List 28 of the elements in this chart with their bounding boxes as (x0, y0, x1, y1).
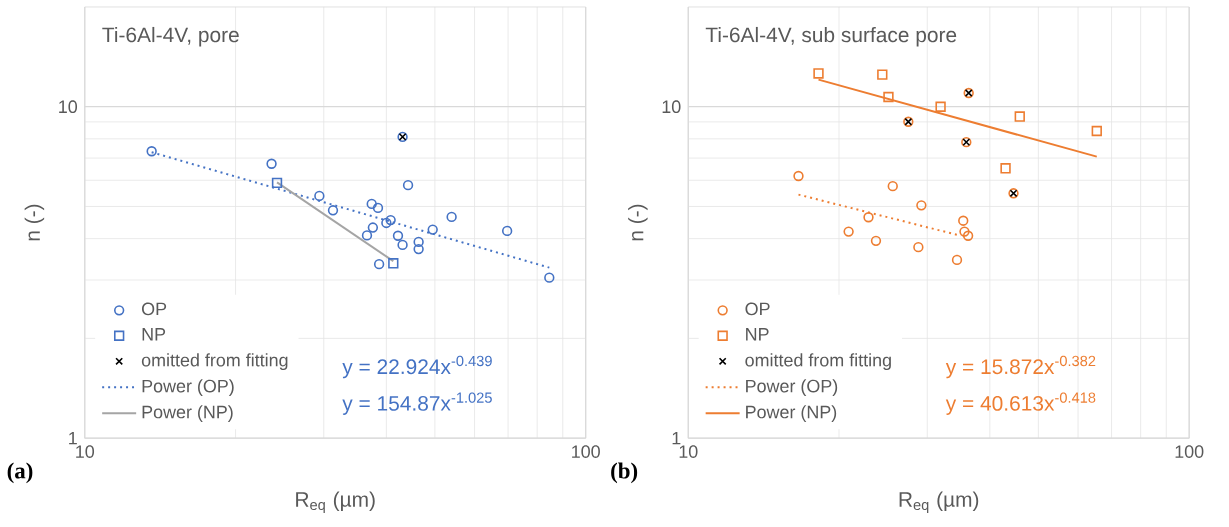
legend-label: omitted from fitting (141, 353, 288, 371)
x-tick-label: 10 (679, 445, 698, 458)
y-tick-label: 1 (672, 432, 681, 445)
legend-label: Power (NP) (142, 405, 233, 422)
x-axis-title: R$_{eq}$ (µm) (899, 491, 979, 514)
legend-label: Power (OP) (746, 379, 838, 397)
x-tick-label: 10 (76, 445, 95, 458)
annotation: y = 40.613x$^{-0.418}$ (945, 392, 1096, 415)
x-axis-title: R$_{eq}$ (µm) (296, 491, 375, 514)
text: Ti-6Al-4V, pore (102, 27, 239, 47)
x-tick-label: 100 (1175, 445, 1204, 458)
y-tick-label: 1 (69, 432, 77, 445)
y-axis-title: n (-) (24, 204, 45, 241)
legend-label: NP (142, 328, 166, 341)
annotation: y = 22.924x$^{-0.439}$ (342, 355, 492, 379)
legend-label: omitted from fitting (745, 353, 891, 371)
text: (a) (7, 462, 33, 484)
legend-label: Power (OP) (142, 379, 234, 397)
legend-label: Power (NP) (746, 405, 837, 422)
text: Ti-6Al-4V, sub surface pore (705, 27, 957, 47)
x-tick-label: 100 (572, 445, 600, 458)
legend-label: OP (745, 302, 770, 316)
annotation: y = 154.87x$^{-1.025}$ (342, 392, 492, 415)
annotation: y = 15.872x$^{-0.382}$ (945, 355, 1096, 379)
legend-label: NP (746, 328, 769, 341)
legend-label: OP (141, 302, 167, 316)
y-axis-title: n (-) (628, 204, 648, 241)
text: (b) (611, 462, 638, 484)
